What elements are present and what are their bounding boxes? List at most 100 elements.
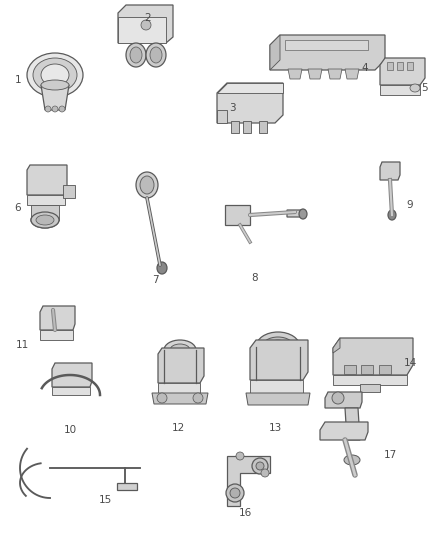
Ellipse shape: [344, 455, 360, 465]
Polygon shape: [380, 162, 400, 180]
Polygon shape: [152, 393, 208, 404]
Ellipse shape: [226, 484, 244, 502]
Polygon shape: [380, 58, 425, 85]
Ellipse shape: [170, 344, 190, 356]
Ellipse shape: [130, 47, 142, 63]
Ellipse shape: [388, 210, 396, 220]
Polygon shape: [41, 85, 69, 110]
Polygon shape: [333, 375, 407, 385]
Ellipse shape: [230, 488, 240, 498]
Text: 5: 5: [422, 83, 428, 93]
Ellipse shape: [193, 393, 203, 403]
Polygon shape: [231, 121, 239, 133]
Polygon shape: [52, 363, 92, 387]
Ellipse shape: [299, 209, 307, 219]
Ellipse shape: [36, 215, 54, 225]
Text: 14: 14: [403, 358, 417, 368]
Ellipse shape: [52, 106, 58, 112]
Polygon shape: [320, 422, 368, 440]
Text: 15: 15: [99, 495, 112, 505]
Ellipse shape: [33, 58, 77, 92]
Polygon shape: [250, 340, 308, 380]
Polygon shape: [246, 393, 310, 405]
Polygon shape: [118, 17, 166, 43]
Polygon shape: [217, 83, 283, 93]
Text: 6: 6: [15, 203, 21, 213]
Text: 2: 2: [145, 13, 151, 23]
Polygon shape: [325, 392, 362, 408]
Text: 7: 7: [152, 275, 158, 285]
Polygon shape: [217, 83, 283, 123]
Ellipse shape: [141, 20, 151, 30]
Polygon shape: [158, 383, 200, 396]
Ellipse shape: [136, 172, 158, 198]
Text: 16: 16: [238, 508, 251, 518]
Polygon shape: [387, 62, 393, 70]
Ellipse shape: [31, 212, 59, 228]
Polygon shape: [270, 35, 280, 70]
Polygon shape: [40, 306, 75, 330]
Polygon shape: [243, 121, 251, 133]
Polygon shape: [27, 195, 65, 205]
Polygon shape: [344, 365, 356, 374]
Polygon shape: [227, 456, 270, 506]
Ellipse shape: [164, 340, 196, 360]
Polygon shape: [250, 380, 303, 395]
Polygon shape: [397, 62, 403, 70]
Ellipse shape: [41, 64, 69, 86]
Ellipse shape: [252, 458, 268, 474]
Polygon shape: [285, 40, 368, 50]
Polygon shape: [345, 69, 359, 79]
Polygon shape: [360, 384, 380, 392]
Polygon shape: [379, 365, 391, 374]
Text: 9: 9: [407, 200, 413, 210]
Ellipse shape: [256, 462, 264, 470]
Ellipse shape: [146, 43, 166, 67]
Polygon shape: [328, 69, 342, 79]
Text: 1: 1: [15, 75, 21, 85]
Ellipse shape: [236, 452, 244, 460]
Text: 12: 12: [171, 423, 185, 433]
Ellipse shape: [261, 469, 269, 477]
Ellipse shape: [268, 340, 288, 354]
Text: 8: 8: [252, 273, 258, 283]
Ellipse shape: [157, 393, 167, 403]
Polygon shape: [217, 110, 227, 123]
Polygon shape: [407, 62, 413, 70]
Polygon shape: [158, 348, 204, 383]
Ellipse shape: [332, 392, 344, 404]
Ellipse shape: [59, 106, 65, 112]
Polygon shape: [288, 69, 302, 79]
Polygon shape: [63, 185, 75, 198]
Polygon shape: [40, 330, 73, 340]
Polygon shape: [287, 210, 303, 217]
Ellipse shape: [45, 106, 51, 112]
Polygon shape: [52, 387, 90, 395]
Text: 11: 11: [15, 340, 28, 350]
Polygon shape: [308, 69, 322, 79]
Polygon shape: [380, 85, 420, 95]
Ellipse shape: [410, 84, 420, 92]
Polygon shape: [31, 205, 59, 220]
Ellipse shape: [41, 80, 69, 90]
Text: 13: 13: [268, 423, 282, 433]
Polygon shape: [225, 205, 250, 225]
Polygon shape: [361, 365, 373, 374]
Polygon shape: [259, 121, 267, 133]
Text: 17: 17: [383, 450, 397, 460]
Text: 10: 10: [64, 425, 77, 435]
Polygon shape: [270, 35, 385, 70]
Ellipse shape: [256, 332, 300, 362]
Polygon shape: [118, 5, 173, 43]
Ellipse shape: [157, 262, 167, 274]
Ellipse shape: [126, 43, 146, 67]
Text: 3: 3: [229, 103, 235, 113]
Polygon shape: [333, 338, 340, 353]
Ellipse shape: [262, 337, 294, 357]
Ellipse shape: [31, 212, 59, 228]
Ellipse shape: [27, 53, 83, 97]
Text: 4: 4: [362, 63, 368, 73]
Polygon shape: [345, 408, 360, 440]
Polygon shape: [333, 338, 413, 375]
Polygon shape: [27, 165, 67, 195]
